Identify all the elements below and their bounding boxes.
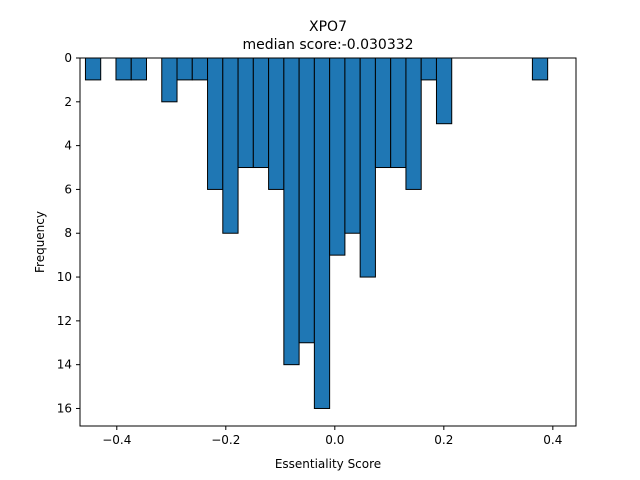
histogram-bar	[130, 57, 148, 81]
x-tick-label: 0.2	[434, 433, 453, 447]
histogram-bar	[115, 57, 132, 81]
plot-frame	[79, 57, 577, 427]
histogram-bar	[84, 57, 102, 81]
histogram-bar	[252, 57, 270, 169]
bars-group	[84, 57, 549, 409]
histogram-bar	[298, 57, 315, 344]
chart-subtitle: median score:-0.030332	[242, 37, 413, 53]
y-tick-label: 14	[57, 358, 72, 372]
histogram-bar	[237, 57, 254, 169]
histogram-bar	[374, 57, 392, 169]
y-tick-label: 16	[57, 401, 72, 415]
histogram-bar	[161, 57, 178, 103]
y-tick-label: 12	[57, 314, 72, 328]
x-tick-label: 0.4	[543, 433, 562, 447]
histogram-bar	[191, 57, 209, 81]
histogram-bar	[344, 57, 361, 234]
histogram-bar	[283, 57, 300, 366]
y-axis: 0 2 4 6 8 10 12 14 16	[57, 51, 80, 415]
chart-title: XPO7	[309, 19, 347, 35]
histogram-bar	[531, 57, 549, 81]
y-tick-label: 8	[64, 226, 72, 240]
y-tick-label: 2	[64, 95, 72, 109]
x-axis-label: Essentiality Score	[275, 457, 381, 471]
x-tick-label: 0.0	[325, 433, 344, 447]
x-axis: −0.4 −0.2 0.0 0.2 0.4	[102, 426, 562, 447]
histogram-bar	[405, 57, 422, 190]
y-axis-label: Frequency	[33, 211, 47, 273]
histogram-bar	[420, 57, 437, 81]
y-tick-label: 10	[57, 270, 72, 284]
histogram-bar	[390, 57, 407, 169]
histogram-bar	[359, 57, 376, 278]
x-tick-label: −0.4	[102, 433, 131, 447]
histogram-bar	[222, 57, 239, 234]
y-tick-label: 4	[64, 139, 72, 153]
x-tick-label: −0.2	[211, 433, 240, 447]
histogram-bar	[176, 57, 193, 81]
histogram-bar	[207, 57, 224, 190]
histogram-bar	[313, 57, 331, 409]
y-tick-label: 0	[64, 51, 72, 65]
y-tick-label: 6	[64, 182, 72, 196]
histogram-bar	[268, 57, 285, 190]
histogram-bar	[329, 57, 346, 256]
histogram-bar	[435, 57, 453, 125]
